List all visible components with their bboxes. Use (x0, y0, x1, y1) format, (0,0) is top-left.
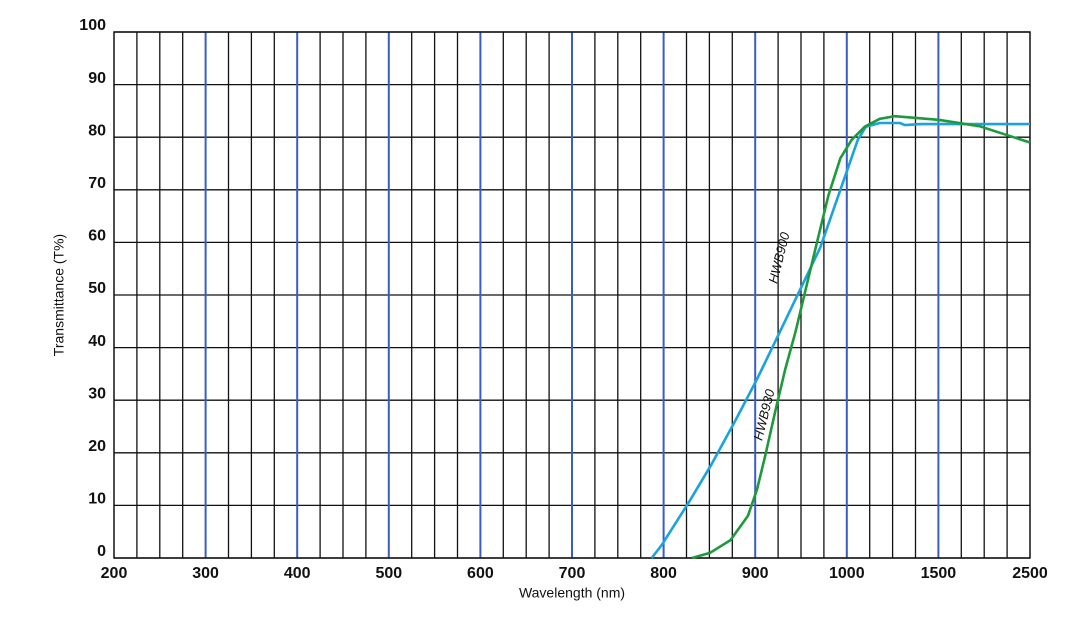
y-axis-title: Transmittance (T%) (51, 234, 67, 356)
y-tick-label: 20 (88, 438, 106, 455)
y-tick-label: 90 (88, 70, 106, 87)
y-tick-label: 70 (88, 175, 106, 192)
x-tick-label: 500 (375, 565, 402, 582)
x-tick-label: 1000 (829, 565, 865, 582)
x-tick-label: 2500 (1012, 565, 1048, 582)
y-tick-label: 30 (88, 385, 106, 402)
x-tick-label: 700 (559, 565, 586, 582)
x-tick-label: 900 (742, 565, 769, 582)
x-tick-label: 200 (101, 565, 128, 582)
x-tick-label: 400 (284, 565, 311, 582)
y-tick-label: 0 (97, 543, 106, 560)
x-tick-label: 800 (650, 565, 677, 582)
x-tick-label: 600 (467, 565, 494, 582)
y-tick-label: 10 (88, 491, 106, 508)
plot-frame (113, 31, 1031, 559)
curve-label: HWB900 (765, 230, 792, 285)
x-tick-label: 1500 (921, 565, 957, 582)
line (691, 114, 1031, 560)
y-tick-label: 60 (88, 228, 106, 245)
y-tick-label: 100 (79, 17, 106, 34)
y-tick-label: 50 (88, 280, 106, 297)
x-tick-label: 300 (192, 565, 219, 582)
y-tick-label: 40 (88, 333, 106, 350)
y-tick-label: 80 (88, 122, 106, 139)
x-axis-title: Wavelength (nm) (519, 585, 625, 601)
line (650, 121, 1030, 559)
